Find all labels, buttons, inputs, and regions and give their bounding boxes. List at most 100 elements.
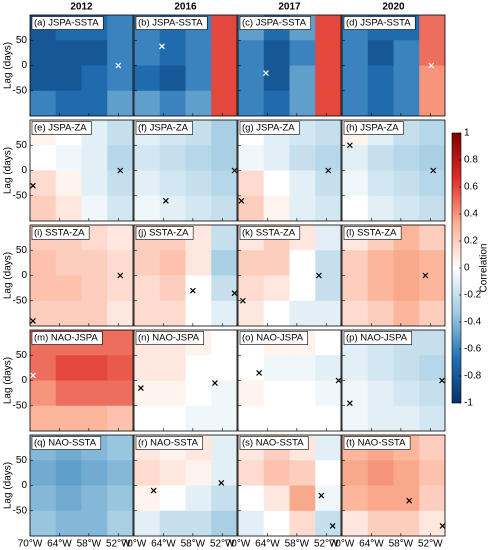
peak-marker bbox=[117, 167, 124, 174]
heatmap-cell bbox=[393, 355, 420, 381]
y-tick-label: -50 bbox=[13, 295, 28, 306]
y-tick-label: 0 bbox=[21, 270, 27, 281]
heatmap-cell bbox=[238, 380, 265, 407]
heatmap-cell bbox=[342, 40, 369, 66]
heatmap-cell bbox=[185, 65, 212, 92]
heatmap-cell bbox=[134, 380, 161, 407]
heatmap-cell bbox=[107, 250, 133, 276]
heatmap-cell bbox=[393, 195, 420, 221]
heatmap-cell bbox=[419, 435, 445, 461]
heatmap-cell bbox=[263, 380, 290, 407]
heatmap-cell bbox=[30, 460, 57, 486]
heatmap-cell bbox=[393, 250, 420, 276]
panel-label: (d) JSPA-SSTA bbox=[346, 18, 411, 29]
heatmap-cell bbox=[159, 145, 186, 171]
heatmap-cell bbox=[159, 380, 186, 407]
heatmap-cell bbox=[81, 40, 108, 66]
heatmap-cell bbox=[159, 405, 186, 431]
heatmap-cell bbox=[393, 40, 420, 66]
panel-label: (a) JSPA-SSTA bbox=[34, 18, 99, 29]
y-tick-label: 50 bbox=[16, 35, 28, 46]
heatmap-cell bbox=[211, 90, 237, 116]
heatmap-cell bbox=[342, 275, 369, 302]
heatmap-cell bbox=[367, 250, 394, 276]
heatmap-cell bbox=[134, 510, 161, 536]
heatmap bbox=[342, 435, 445, 536]
heatmap-cell bbox=[289, 380, 316, 407]
panel-label: (i) SSTA-ZA bbox=[34, 228, 85, 239]
heatmap bbox=[238, 120, 341, 221]
peak-marker bbox=[346, 400, 353, 407]
heatmap-cell bbox=[107, 405, 133, 431]
column-title: 2020 bbox=[382, 2, 405, 13]
heatmap-cell bbox=[238, 510, 265, 536]
peak-marker bbox=[189, 287, 196, 294]
heatmap-cell bbox=[185, 300, 212, 326]
heatmap-cell bbox=[342, 380, 369, 407]
heatmap-cell bbox=[393, 300, 420, 326]
panel-label-box bbox=[135, 121, 193, 135]
x-tick-label: 58°W bbox=[389, 539, 414, 550]
y-tick-label: 0 bbox=[21, 165, 27, 176]
heatmap-cell bbox=[263, 300, 290, 326]
peak-marker bbox=[439, 377, 445, 384]
y-tick-label: 50 bbox=[16, 140, 28, 151]
colorbar-tick-label: 0.2 bbox=[464, 236, 478, 247]
heatmap-cell bbox=[238, 170, 265, 197]
heatmap-cell bbox=[81, 170, 108, 197]
heatmap-cell bbox=[134, 250, 161, 276]
heatmap bbox=[134, 15, 237, 116]
panel-label-box bbox=[239, 226, 301, 240]
heatmap-cell bbox=[55, 510, 82, 536]
x-tick-label: 64°W bbox=[255, 539, 280, 550]
panel-label-box bbox=[135, 331, 205, 345]
heatmap-cell bbox=[238, 460, 265, 486]
y-tick-label: 50 bbox=[16, 350, 28, 361]
heatmap-cell bbox=[289, 405, 316, 431]
heatmap-cell bbox=[55, 405, 82, 431]
panel-label: (p) NAO-JSPA bbox=[346, 333, 408, 344]
heatmap-cell bbox=[419, 355, 445, 381]
heatmap-cell bbox=[134, 40, 161, 66]
heatmap-cell bbox=[211, 460, 237, 486]
heatmap-cell bbox=[134, 355, 161, 381]
peak-marker bbox=[150, 487, 157, 494]
y-axis-label: Lag (days) bbox=[3, 42, 14, 89]
peak-marker bbox=[30, 318, 36, 324]
heatmap-cell bbox=[419, 330, 445, 356]
heatmap-cell bbox=[289, 170, 316, 197]
colorbar-tick-label: -0.4 bbox=[464, 317, 482, 328]
heatmap-cell bbox=[30, 275, 57, 302]
panel-label: (j) SSTA-ZA bbox=[138, 228, 189, 239]
heatmap-cell bbox=[315, 405, 341, 431]
peak-marker bbox=[212, 380, 218, 386]
heatmap-cell bbox=[55, 380, 82, 407]
heatmap-cell bbox=[159, 485, 186, 512]
x-tick-label: 58°W bbox=[285, 539, 310, 550]
heatmap-cell bbox=[393, 405, 420, 431]
heatmap-cell bbox=[134, 170, 161, 197]
heatmap-cell bbox=[315, 380, 341, 407]
heatmap-cell bbox=[185, 380, 212, 407]
heatmap-cell bbox=[30, 405, 57, 431]
heatmap-cell bbox=[81, 90, 108, 116]
heatmap-cell bbox=[211, 195, 237, 221]
heatmap-cell bbox=[81, 275, 108, 302]
heatmap-cell bbox=[289, 250, 316, 276]
heatmap-cell bbox=[263, 250, 290, 276]
y-axis-label: Lag (days) bbox=[3, 252, 14, 299]
heatmap bbox=[134, 435, 237, 536]
peak-marker bbox=[231, 290, 238, 297]
heatmap-cell bbox=[107, 355, 133, 381]
heatmap-cell bbox=[185, 485, 212, 512]
heatmap-cell bbox=[134, 275, 161, 302]
peak-marker bbox=[137, 385, 144, 391]
heatmap-cell bbox=[419, 250, 445, 276]
heatmap-cell bbox=[367, 380, 394, 407]
heatmap-cell bbox=[211, 225, 237, 251]
heatmap-cell bbox=[30, 170, 57, 197]
peak-marker bbox=[30, 372, 36, 379]
heatmap-cell bbox=[419, 195, 445, 221]
panel-label-box bbox=[31, 226, 90, 240]
x-tick-label: 58°W bbox=[77, 539, 102, 550]
